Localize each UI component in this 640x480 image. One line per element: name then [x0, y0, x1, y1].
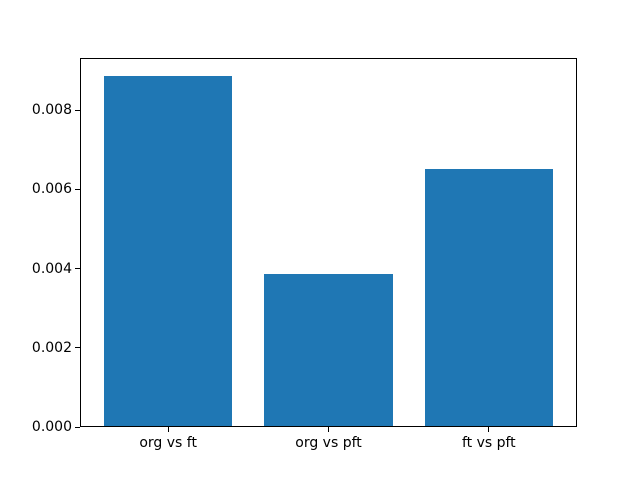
x-tick — [328, 427, 329, 432]
x-tick-label: ft vs pft — [461, 435, 516, 451]
y-tick-label: 0.000 — [31, 419, 72, 435]
plot-area — [80, 58, 577, 427]
y-tick — [75, 109, 80, 111]
y-tick — [75, 426, 80, 428]
y-tick — [75, 347, 80, 349]
x-tick — [488, 427, 490, 432]
x-tick-label: org vs ft — [139, 435, 197, 451]
x-tick — [167, 427, 169, 432]
bar-ft-vs-pft — [424, 169, 553, 427]
y-tick-label: 0.002 — [31, 339, 72, 356]
bar-org-vs-ft — [104, 75, 233, 427]
y-tick-label: 0.008 — [31, 102, 72, 119]
y-tick — [75, 188, 80, 190]
y-tick-label: 0.006 — [31, 181, 72, 198]
x-tick-label: org vs pft — [295, 435, 362, 451]
bar-org-vs-pft — [264, 274, 393, 427]
y-tick-label: 0.004 — [31, 260, 72, 277]
y-tick — [75, 268, 80, 269]
